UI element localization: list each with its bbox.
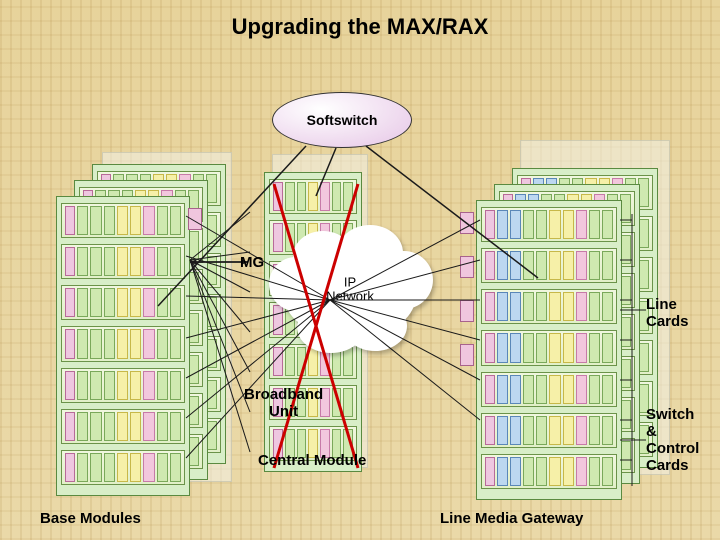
switch-control-label: Switch & Control Cards — [646, 406, 699, 474]
softswitch-label: Softswitch — [307, 112, 378, 128]
softswitch-node: Softswitch — [272, 92, 412, 148]
card-stickout — [188, 208, 202, 230]
page-title: Upgrading the MAX/RAX — [0, 14, 720, 40]
ip-network-cloud: IP Network — [275, 235, 425, 345]
rack-left-front — [56, 196, 190, 496]
broadband-unit-label: Broadband Unit — [244, 386, 323, 420]
line-cards-label: Line Cards — [646, 296, 689, 330]
ip-network-label: IP Network — [275, 276, 425, 305]
line-media-gateway-label: Line Media Gateway — [440, 510, 583, 527]
rack-right-front — [476, 200, 622, 500]
central-module-label: Central Module — [258, 452, 366, 469]
card-stickout — [460, 212, 474, 234]
card-stickout — [460, 256, 474, 278]
base-modules-label: Base Modules — [40, 510, 141, 527]
card-stickout — [460, 300, 474, 322]
card-stickout — [460, 344, 474, 366]
mg-label: MG — [240, 254, 264, 271]
